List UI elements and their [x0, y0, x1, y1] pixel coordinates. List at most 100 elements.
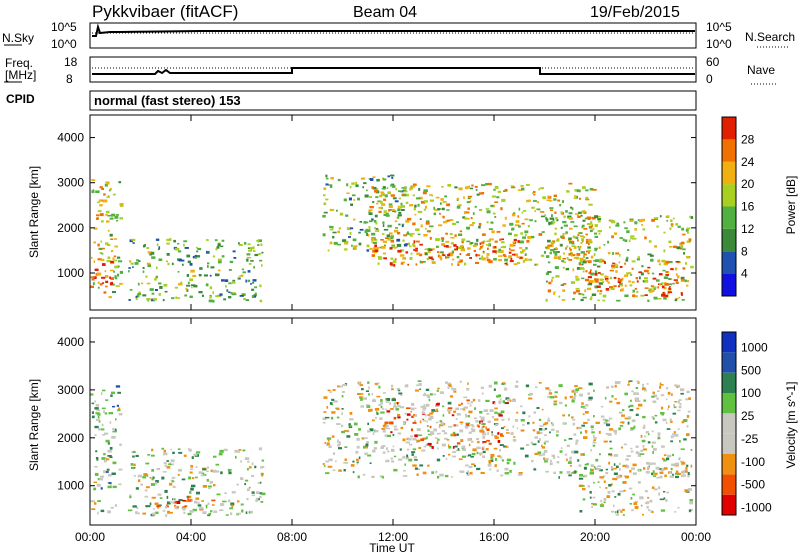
power-echo-cell	[620, 284, 623, 287]
velocity-echo-cell	[624, 475, 630, 479]
velocity-echo-cell	[333, 452, 336, 455]
x-axis-label: Time UT	[369, 541, 415, 554]
power-echo-cell	[479, 257, 482, 260]
power-echo-cell	[437, 251, 440, 254]
power-echo-cell	[441, 237, 445, 240]
velocity-echo-cell	[672, 433, 675, 436]
velocity-echo-cell	[524, 454, 529, 458]
power-echo-cell	[137, 293, 141, 296]
velocity-echo-cell	[363, 445, 366, 449]
power-echo-cell	[444, 195, 447, 198]
power-echo-cell	[573, 256, 578, 259]
velocity-echo-cell	[461, 445, 466, 449]
velocity-echo-cell	[577, 427, 583, 429]
power-echo-cell	[579, 197, 582, 200]
velocity-echo-cell	[573, 433, 577, 436]
power-echo-cell	[109, 269, 114, 272]
power-echo-cell	[100, 240, 103, 243]
velocity-echo-cell	[336, 423, 341, 425]
power-echo-cell	[413, 207, 416, 211]
velocity-echo-cell	[379, 475, 382, 478]
power-echo-cell	[469, 187, 474, 190]
velocity-echo-cell	[381, 408, 385, 410]
velocity-echo-cell	[393, 405, 398, 408]
velocity-echo-cell	[677, 428, 680, 430]
power-echo-cell	[174, 247, 180, 251]
velocity-echo-cell	[437, 438, 440, 441]
velocity-echo-cell	[211, 499, 216, 502]
velocity-echo-cell	[613, 463, 616, 466]
power-echo-cell	[437, 254, 440, 258]
velocity-echo-cell	[533, 411, 536, 414]
velocity-echo-cell	[184, 505, 188, 507]
velocity-echo-cell	[653, 488, 658, 491]
velocity-echo-cell	[508, 417, 510, 421]
power-echo-cell	[637, 256, 640, 259]
power-echo-cell	[109, 276, 111, 279]
power-echo-cell	[657, 298, 662, 300]
power-echo-cell	[97, 258, 102, 261]
power-echo-cell	[467, 185, 470, 188]
velocity-echo-cell	[635, 387, 639, 389]
power-echo-cell	[189, 295, 193, 298]
velocity-echo-cell	[603, 440, 608, 443]
velocity-echo-cell	[448, 446, 452, 449]
power-echo-cell	[252, 246, 255, 250]
power-echo-cell	[526, 183, 530, 186]
power-echo-cell	[540, 211, 545, 213]
power-echo-cell	[508, 255, 512, 258]
power-echo-cell	[617, 280, 622, 283]
power-echo-cell	[684, 280, 690, 283]
power-echo-cell	[579, 267, 584, 270]
power-colorbar-swatch	[722, 206, 736, 229]
velocity-echo-cell	[564, 404, 567, 407]
power-echo-cell	[635, 277, 638, 280]
power-echo-cell	[600, 278, 603, 281]
power-echo-cell	[212, 299, 215, 303]
power-echo-cell	[366, 233, 368, 236]
power-echo-cell	[425, 228, 427, 230]
power-echo-cell	[110, 277, 114, 280]
power-echo-cell	[258, 252, 261, 255]
velocity-echo-cell	[431, 411, 434, 414]
power-echo-cell	[485, 208, 490, 210]
power-echo-cell	[428, 256, 433, 260]
power-echo-cell	[594, 224, 598, 227]
velocity-echo-cell	[608, 417, 613, 420]
power-echo-cell	[128, 299, 131, 301]
velocity-echo-cell	[666, 428, 671, 430]
velocity-echo-cell	[354, 433, 359, 436]
power-echo-cell	[664, 286, 667, 290]
power-echo-cell	[209, 286, 213, 290]
power-echo-cell	[472, 244, 477, 247]
power-echo-cell	[217, 294, 222, 297]
power-echo-cell	[257, 239, 262, 242]
power-echo-cell	[486, 221, 489, 224]
power-echo-cell	[602, 299, 606, 302]
velocity-echo-cell	[166, 466, 171, 469]
power-echo-cell	[109, 282, 113, 286]
power-echo-cell	[651, 288, 653, 291]
power-echo-cell	[565, 267, 570, 271]
velocity-echo-cell	[119, 443, 122, 446]
power-echo-cell	[580, 242, 583, 245]
velocity-echo-cell	[169, 511, 173, 514]
velocity-echo-cell	[118, 407, 121, 410]
velocity-echo-cell	[504, 472, 510, 475]
velocity-echo-cell	[678, 457, 681, 460]
velocity-echo-cell	[621, 414, 625, 417]
power-echo-cell	[251, 288, 255, 291]
velocity-colorbar-tick: -500	[741, 478, 765, 492]
velocity-echo-cell	[349, 418, 354, 421]
power-echo-cell	[344, 242, 349, 245]
velocity-echo-cell	[95, 418, 100, 422]
power-echo-cell	[636, 280, 639, 283]
velocity-echo-cell	[390, 408, 394, 410]
power-echo-cell	[393, 263, 396, 267]
power-echo-cell	[440, 255, 442, 258]
power-echo-cell	[629, 284, 633, 287]
noise-sky-trace	[92, 23, 695, 37]
power-echo-cell	[563, 261, 566, 263]
velocity-echo-cell	[643, 467, 646, 470]
power-echo-cell	[259, 259, 263, 262]
